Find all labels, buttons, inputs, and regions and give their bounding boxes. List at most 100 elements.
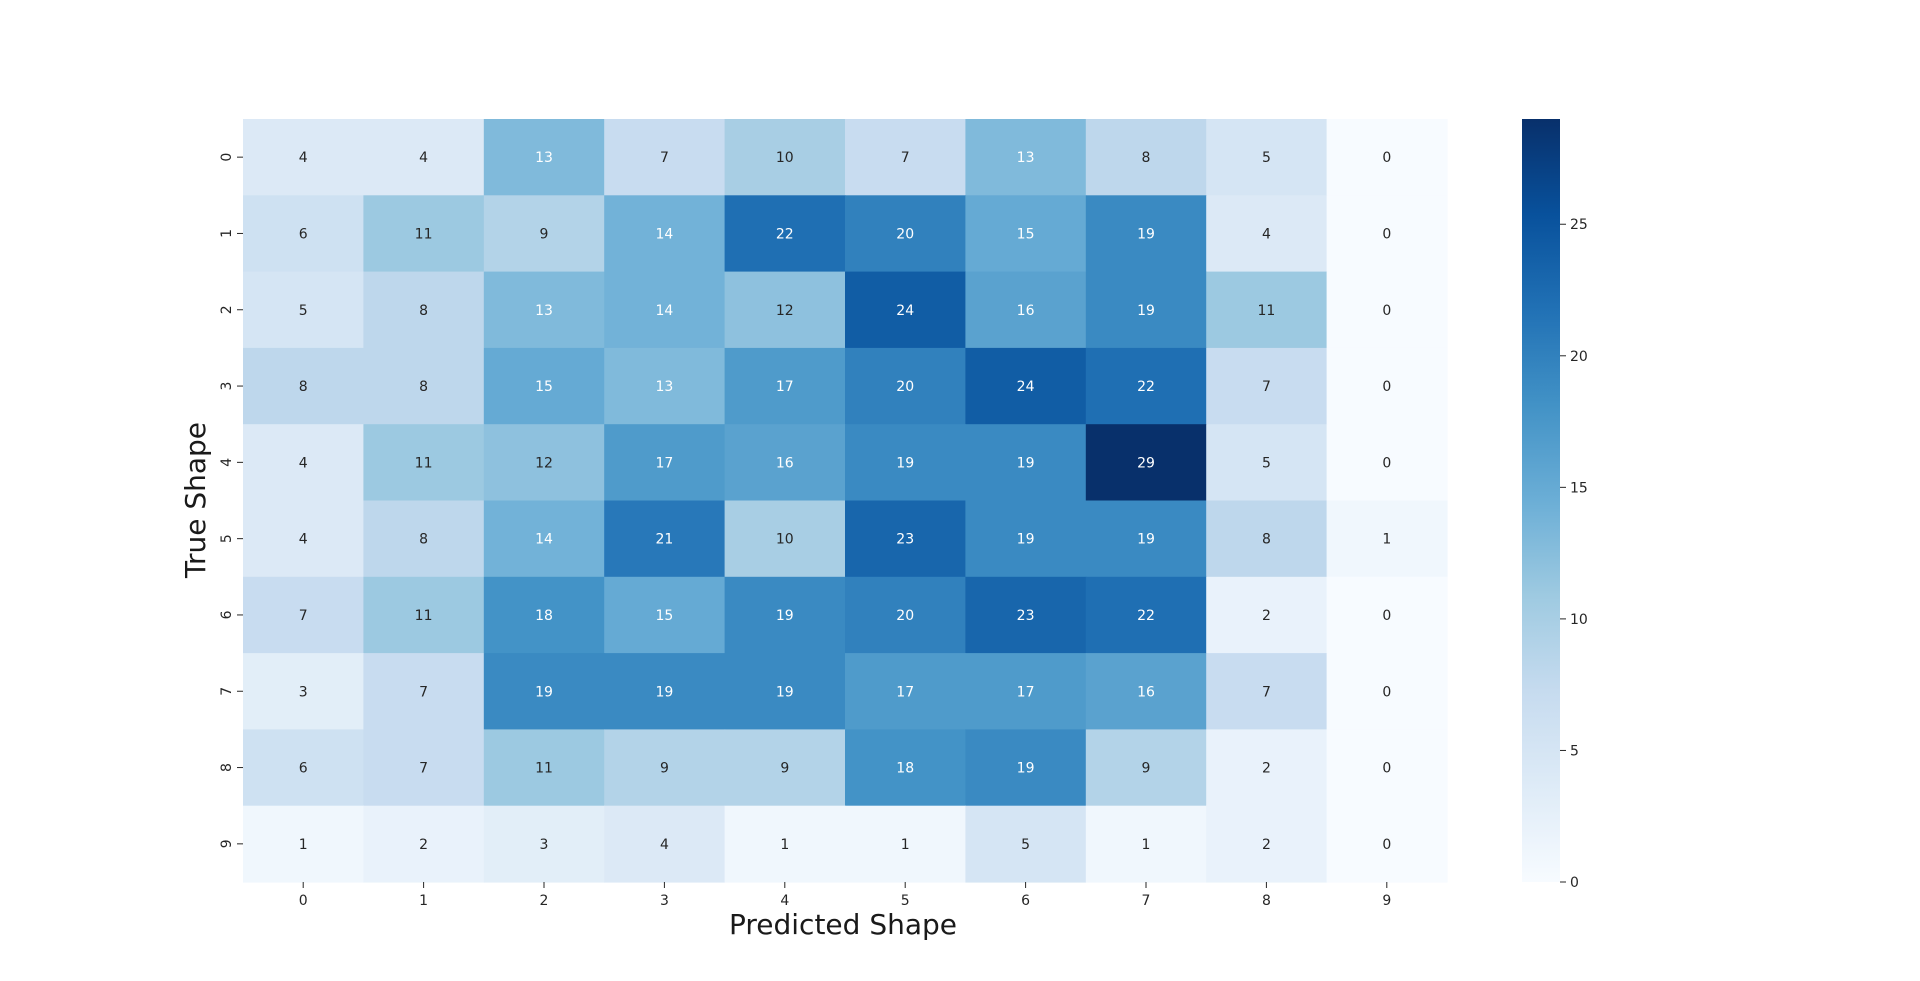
cell-value-label: 20	[896, 608, 914, 624]
heatmap-cell	[1206, 271, 1328, 349]
y-tick-label: 6	[219, 610, 235, 619]
heatmap-cell	[724, 653, 846, 730]
heatmap-cell	[1206, 805, 1328, 883]
heatmap-cell	[604, 729, 726, 807]
y-tick-label: 4	[219, 458, 235, 467]
cell-value-label: 3	[299, 684, 308, 700]
cell-value-label: 4	[419, 150, 428, 166]
colorbar-tick-label: 20	[1570, 349, 1588, 365]
heatmap-cell	[724, 805, 846, 883]
cell-value-label: 5	[1262, 150, 1271, 166]
heatmap-cell	[1206, 653, 1328, 730]
cell-value-label: 1	[901, 837, 910, 853]
y-tick-label: 0	[219, 153, 235, 162]
heatmap-cell	[1206, 576, 1328, 654]
cell-value-label: 7	[901, 150, 910, 166]
x-tick-label: 0	[299, 893, 308, 909]
heatmap-cell	[1326, 424, 1448, 502]
heatmap-cell	[363, 805, 485, 883]
cell-value-label: 4	[299, 150, 308, 166]
heatmap-cell	[1085, 576, 1207, 654]
cell-value-label: 23	[1017, 608, 1035, 624]
y-tick-label: 2	[219, 305, 235, 314]
cell-value-label: 6	[299, 761, 308, 777]
cell-value-label: 19	[1017, 532, 1035, 548]
heatmap-cell	[243, 195, 364, 273]
heatmap-cell	[1326, 729, 1448, 807]
heatmap-cell	[363, 119, 485, 196]
heatmap-cell	[1326, 119, 1448, 196]
cell-value-label: 19	[535, 684, 553, 700]
heatmap-cell	[243, 424, 364, 502]
x-tick-label: 6	[1021, 893, 1030, 909]
heatmap-cell	[483, 119, 605, 196]
y-tick-label: 5	[219, 534, 235, 543]
cell-value-label: 29	[1137, 455, 1155, 471]
heatmap-cell	[483, 271, 605, 349]
heatmap-cell	[965, 576, 1087, 654]
cell-value-label: 8	[419, 532, 428, 548]
heatmap-cell	[1085, 347, 1207, 425]
heatmap-cell	[1326, 500, 1448, 578]
heatmap-cell	[1085, 653, 1207, 730]
cell-value-label: 9	[780, 761, 789, 777]
heatmap-cell	[604, 500, 726, 578]
y-tick-label: 1	[219, 229, 235, 238]
cell-value-label: 2	[1262, 761, 1271, 777]
heatmap-cell	[604, 576, 726, 654]
heatmap-cell	[845, 576, 966, 654]
heatmap-cell	[243, 576, 364, 654]
heatmap-cell	[724, 576, 846, 654]
cell-value-label: 8	[1262, 532, 1271, 548]
colorbar-tick-label: 0	[1570, 875, 1579, 891]
x-tick-label: 5	[901, 893, 910, 909]
y-tick-label: 7	[219, 687, 235, 696]
cell-value-label: 4	[1262, 226, 1271, 242]
heatmap-cell	[483, 729, 605, 807]
heatmap-cell	[604, 119, 726, 196]
cell-value-label: 5	[299, 303, 308, 319]
cell-value-label: 13	[655, 379, 673, 395]
colorbar-tick-label: 5	[1570, 743, 1579, 759]
heatmap-cell	[1085, 119, 1207, 196]
cell-value-label: 18	[896, 761, 914, 777]
cell-value-label: 4	[299, 532, 308, 548]
cell-value-label: 24	[1017, 379, 1035, 395]
cell-value-label: 19	[655, 684, 673, 700]
cell-value-label: 11	[415, 608, 433, 624]
heatmap-cell	[845, 347, 966, 425]
cell-value-label: 7	[419, 684, 428, 700]
heatmap-cell	[1326, 653, 1448, 730]
heatmap-cell	[604, 195, 726, 273]
heatmap-cell	[1085, 271, 1207, 349]
heatmap-cell	[1206, 500, 1328, 578]
cell-value-label: 11	[1257, 303, 1275, 319]
heatmap-cell	[243, 500, 364, 578]
cell-value-label: 7	[660, 150, 669, 166]
x-tick-label: 2	[540, 893, 549, 909]
cell-value-label: 16	[776, 455, 794, 471]
cell-value-label: 14	[655, 226, 673, 242]
cell-value-label: 14	[535, 532, 553, 548]
y-axis-label: True Shape	[179, 422, 212, 579]
cell-value-label: 5	[1021, 837, 1030, 853]
heatmap-cell	[483, 805, 605, 883]
heatmap-cell	[604, 347, 726, 425]
cell-value-label: 19	[1137, 303, 1155, 319]
colorbar-tick-label: 15	[1570, 480, 1588, 496]
cell-value-label: 4	[660, 837, 669, 853]
cell-value-label: 11	[535, 761, 553, 777]
heatmap-cell	[724, 729, 846, 807]
x-tick-label: 1	[419, 893, 428, 909]
heatmap-cell	[1206, 347, 1328, 425]
cell-value-label: 11	[415, 455, 433, 471]
heatmap-cell	[1206, 195, 1328, 273]
cell-value-label: 2	[1262, 837, 1271, 853]
heatmap-cell	[1326, 576, 1448, 654]
cell-value-label: 1	[780, 837, 789, 853]
heatmap-cell	[604, 424, 726, 502]
heatmap-cell	[363, 195, 485, 273]
cell-value-label: 7	[419, 761, 428, 777]
heatmap-cell	[363, 576, 485, 654]
